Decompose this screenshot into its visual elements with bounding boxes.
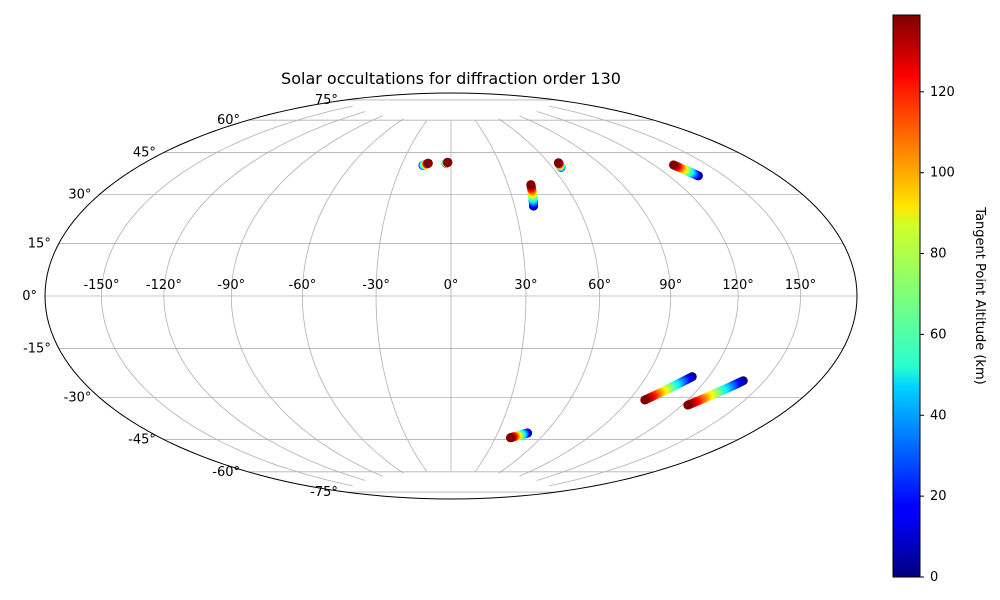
lat-tick-label: -45° <box>128 433 156 448</box>
lon-tick-label: -30° <box>362 278 390 293</box>
lon-tick-label: 30° <box>514 278 537 293</box>
track-point <box>668 160 678 170</box>
lon-tick-label: -150° <box>83 278 119 293</box>
lat-tick-label: 30° <box>68 188 91 203</box>
lat-tick-label: -60° <box>212 465 240 480</box>
lat-tick-label: 45° <box>133 145 156 160</box>
track-point <box>443 157 453 167</box>
latitude-tick-labels: 75° 60° 45° 30° 15° 0° -15° -30° -45° -60° -75° <box>22 93 338 500</box>
colorbar-label: Tangent Point Altitude (km) <box>972 206 987 384</box>
lat-tick-label: 75° <box>315 93 338 108</box>
lon-tick-label: 120° <box>722 278 753 293</box>
colorbar-tick-label: 20 <box>930 489 947 504</box>
graticule <box>45 99 857 493</box>
occultation-track <box>683 376 748 410</box>
occultation-track <box>441 157 453 168</box>
occultation-track <box>505 428 533 443</box>
occultation-track <box>668 160 703 181</box>
lon-tick-label: 90° <box>659 278 682 293</box>
lon-tick-label: 0° <box>444 278 459 293</box>
track-point <box>423 158 433 168</box>
occultation-tracks <box>418 157 748 443</box>
colorbar-tick-label: 120 <box>930 85 955 100</box>
chart-title: Solar occultations for diffraction order… <box>281 69 621 88</box>
occultation-track <box>553 158 566 172</box>
lat-tick-label: -75° <box>310 485 338 500</box>
colorbar: 0 20 40 60 80 100 120 Tangent Point Altitude (… <box>892 14 987 585</box>
lon-tick-label: 150° <box>785 278 816 293</box>
occultation-track <box>640 372 697 405</box>
map-area: -150° -120° -90° -60° -30° 0° 30° 60° 90° 120° 150… <box>22 92 858 500</box>
lat-tick-label: 15° <box>28 236 51 251</box>
lon-tick-label: 60° <box>588 278 611 293</box>
occultation-track <box>526 180 539 211</box>
track-point <box>683 400 693 410</box>
lon-tick-label: -120° <box>146 278 182 293</box>
lon-tick-label: -60° <box>289 278 317 293</box>
colorbar-tick-label: 60 <box>930 327 947 342</box>
colorbar-tick-label: 100 <box>930 166 955 181</box>
colorbar-gradient <box>892 14 921 578</box>
lat-tick-label: 0° <box>22 289 37 304</box>
colorbar-tick-label: 80 <box>930 247 947 262</box>
lat-tick-label: 60° <box>217 113 240 128</box>
track-point <box>526 180 536 190</box>
lon-tick-label: -90° <box>217 278 245 293</box>
colorbar-tick-label: 40 <box>930 408 947 423</box>
track-point <box>553 158 563 168</box>
lat-tick-label: -15° <box>23 342 51 357</box>
colorbar-ticks: 0 20 40 60 80 100 120 <box>920 85 955 585</box>
map-outline <box>44 92 858 500</box>
track-point <box>640 395 650 405</box>
colorbar-tick-label: 0 <box>930 570 938 585</box>
longitude-tick-labels: -150° -120° -90° -60° -30° 0° 30° 60° 90° 120° 150… <box>83 278 816 293</box>
occultation-track <box>418 158 433 170</box>
lat-tick-label: -30° <box>64 391 92 406</box>
track-point <box>505 433 515 443</box>
